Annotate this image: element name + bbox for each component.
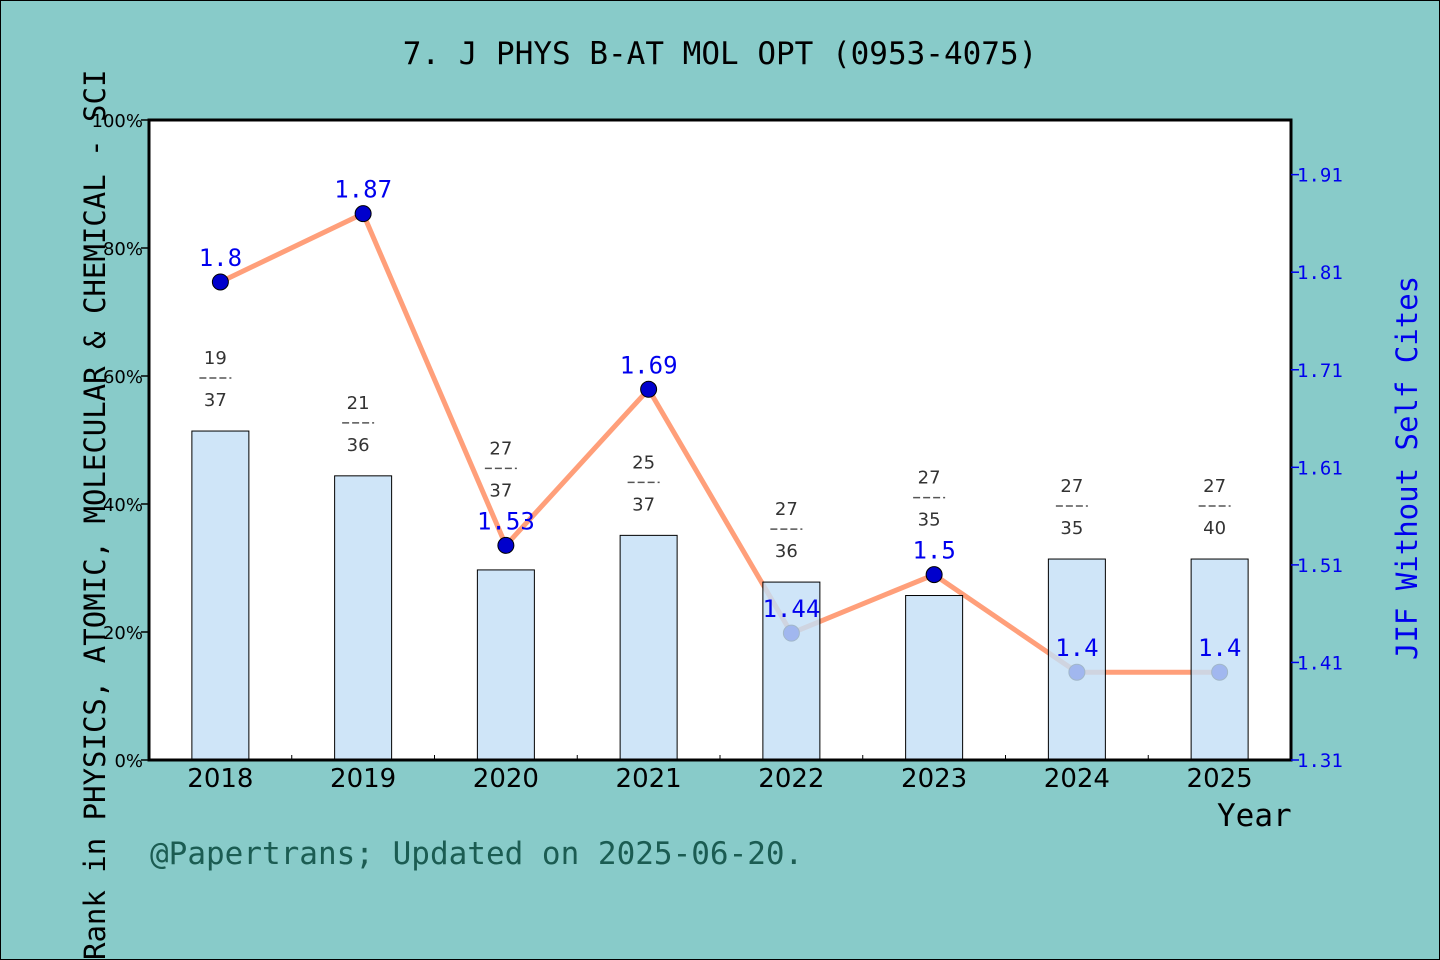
jif-marker	[211, 273, 229, 291]
rank-numerator: 21	[347, 393, 370, 414]
rank-denominator: 37	[489, 480, 512, 501]
jif-value-label: 1.4	[1055, 634, 1098, 662]
rank-bar	[905, 595, 964, 761]
rank-denominator: 37	[632, 494, 655, 515]
x-tick-label: 2024	[1044, 764, 1110, 794]
rank-numerator: 27	[918, 468, 941, 489]
right-tick-label: 1.61	[1297, 457, 1343, 479]
left-tick-label: 40%	[103, 495, 143, 516]
jif-marker	[354, 205, 372, 223]
rank-numerator: 27	[1203, 476, 1226, 497]
jif-value-label: 1.44	[762, 595, 820, 623]
x-tick-label: 2018	[187, 764, 253, 794]
x-tick-label: 2019	[330, 764, 396, 794]
jif-value-label: 1.8	[199, 244, 242, 272]
left-tick-label: 0%	[114, 751, 143, 772]
rank-denominator: 36	[775, 541, 798, 562]
rank-denominator: 40	[1203, 518, 1226, 539]
left-tick-label: 100%	[92, 111, 143, 132]
jif-value-label: 1.4	[1198, 634, 1241, 662]
x-tick-label: 2021	[616, 764, 682, 794]
right-tick-label: 1.41	[1297, 652, 1343, 674]
rank-numerator: 27	[775, 499, 798, 520]
right-tick-label: 1.91	[1297, 165, 1343, 187]
rank-denominator: 35	[1060, 518, 1083, 539]
rank-numerator: 27	[489, 438, 512, 459]
rank-bar	[1190, 558, 1249, 761]
x-tick-label: 2023	[901, 764, 967, 794]
plot-area	[149, 120, 1291, 760]
rank-bar	[619, 534, 678, 761]
left-tick-label: 20%	[103, 623, 143, 644]
x-tick-label: 2020	[473, 764, 539, 794]
x-tick-label: 2025	[1187, 764, 1253, 794]
left-tick-label: 60%	[103, 367, 143, 388]
jif-marker	[640, 380, 658, 398]
footer-credit: @Papertrans; Updated on 2025-06-20.	[150, 836, 804, 872]
jif-marker	[497, 536, 515, 554]
rank-denominator: 35	[918, 510, 941, 531]
jif-value-label: 1.87	[334, 176, 392, 204]
rank-numerator: 25	[632, 452, 655, 473]
rank-denominator: 36	[347, 435, 370, 456]
jif-value-label: 1.69	[620, 351, 678, 379]
right-tick-label: 1.81	[1297, 262, 1343, 284]
rank-bar	[191, 430, 250, 761]
x-axis-label: Year	[1217, 798, 1292, 834]
chart-title: 7. J PHYS B-AT MOL OPT (0953-4075)	[402, 36, 1038, 72]
left-tick-label: 80%	[103, 239, 143, 260]
rank-bar	[334, 475, 393, 761]
rank-bar	[476, 569, 535, 761]
rank-numerator: 19	[204, 348, 227, 369]
right-tick-label: 1.71	[1297, 360, 1343, 382]
x-tick-label: 2022	[758, 764, 824, 794]
rank-denominator: 37	[204, 390, 227, 411]
right-tick-label: 1.51	[1297, 555, 1343, 577]
right-tick-label: 1.31	[1297, 750, 1343, 772]
rank-numerator: 27	[1060, 476, 1083, 497]
jif-value-label: 1.53	[477, 507, 535, 535]
jif-marker	[925, 566, 943, 584]
jif-value-label: 1.5	[912, 537, 955, 565]
